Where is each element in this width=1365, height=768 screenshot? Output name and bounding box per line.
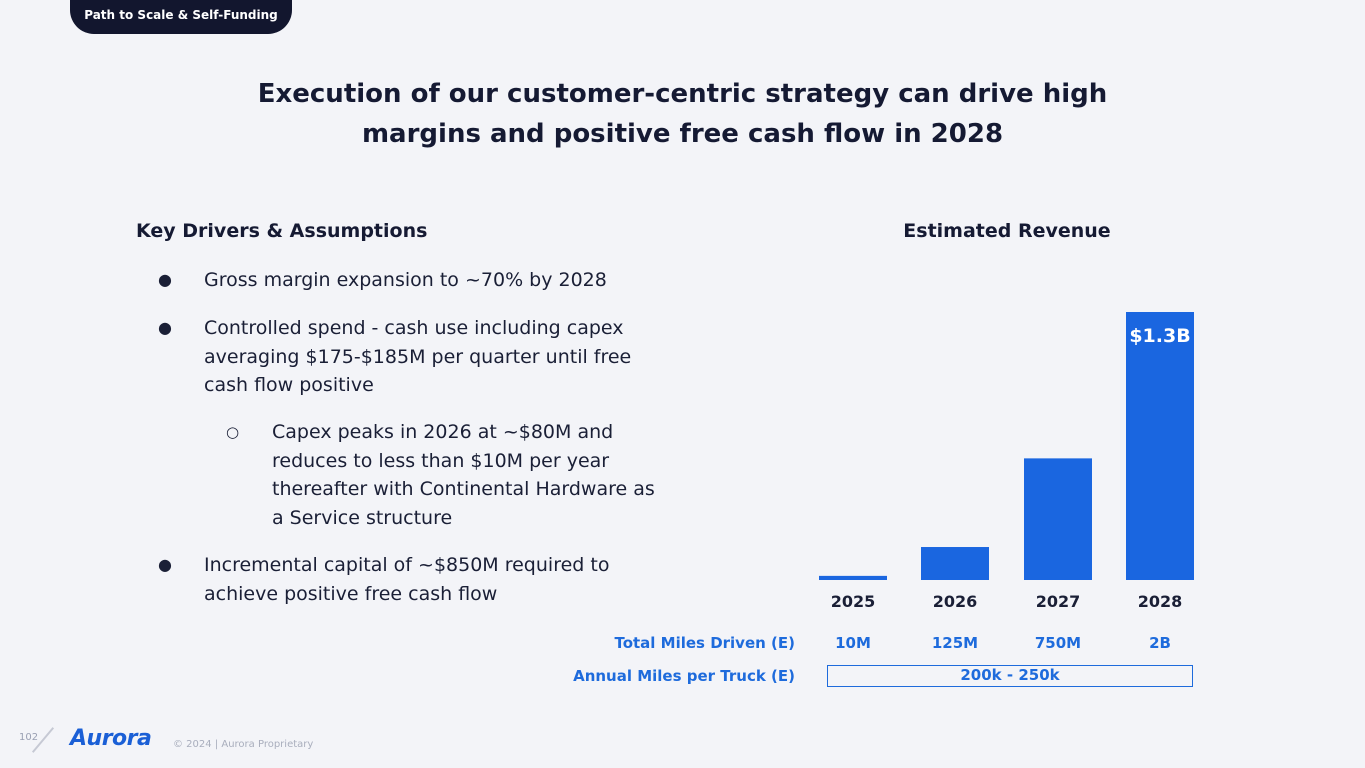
bullet-mark: ●	[158, 555, 172, 574]
bullet-text-line: Incremental capital of ~$850M required t…	[204, 554, 610, 576]
bar-2027	[1024, 458, 1092, 580]
bullet-text-line: Controlled spend - cash use including ca…	[204, 317, 624, 339]
drivers-heading: Key Drivers & Assumptions	[136, 220, 428, 242]
bullet-text-line: achieve positive free cash flow	[204, 582, 498, 605]
chart-title: Estimated Revenue	[903, 220, 1111, 242]
sub-bullet-capex: ○ Capex peaks in 2026 at ~$80M and reduc…	[226, 418, 655, 532]
bullet-text-line: cash flow positive	[204, 374, 374, 396]
total-miles-label: Total Miles Driven (E)	[614, 634, 795, 652]
page-title-line-2: margins and positive free cash flow in 2…	[361, 119, 1004, 149]
year-label-2028: 2028	[1137, 592, 1183, 611]
year-label-2026: 2026	[932, 592, 978, 611]
bullet-text: Gross margin expansion to ~70% by 2028	[204, 269, 607, 291]
annual-miles-per-truck-label: Annual Miles per Truck (E)	[573, 667, 795, 685]
page-title: Execution of our customer-centric strate…	[0, 74, 1365, 154]
bullet-controlled-spend: ● Controlled spend - cash use including …	[158, 314, 632, 400]
section-pill: Path to Scale & Self-Funding	[70, 0, 292, 34]
bullet-gross-margin: ● Gross margin expansion to ~70% by 2028	[158, 266, 607, 295]
sub-bullet-text-line: Capex peaks in 2026 at ~$80M and	[272, 421, 614, 443]
sub-bullet-text-line: reduces to less than $10M per year	[272, 449, 610, 472]
total-miles-2027: 750M	[1034, 634, 1082, 652]
year-label-2025: 2025	[830, 592, 876, 611]
bullet-mark: ●	[158, 318, 172, 337]
year-label-2027: 2027	[1035, 592, 1081, 611]
sub-bullet-text-line: a Service structure	[272, 506, 453, 529]
bullet-mark: ●	[158, 270, 172, 289]
bar-2025	[819, 575, 887, 580]
aurora-logo: Aurora	[70, 726, 152, 751]
bullet-incremental-capital: ● Incremental capital of ~$850M required…	[158, 551, 610, 608]
bullet-text-line: averaging $175-$185M per quarter until f…	[204, 345, 632, 368]
page-title-line-1: Execution of our customer-centric strate…	[257, 79, 1108, 109]
sub-bullet-text-line: thereafter with Continental Hardware as	[272, 478, 655, 500]
data-label-2028: $1.3B	[1129, 325, 1190, 347]
total-miles-2025: 10M	[835, 634, 871, 652]
total-miles-2026: 125M	[931, 634, 979, 652]
copyright-text: © 2024 | Aurora Proprietary	[173, 739, 314, 750]
bar-2026	[921, 547, 989, 580]
page-number: 102	[19, 732, 39, 743]
sub-bullet-mark: ○	[226, 423, 240, 441]
total-miles-2028: 2B	[1149, 634, 1171, 652]
bar-2028	[1126, 312, 1194, 580]
annual-miles-per-truck-range: 200k - 250k	[827, 665, 1193, 687]
